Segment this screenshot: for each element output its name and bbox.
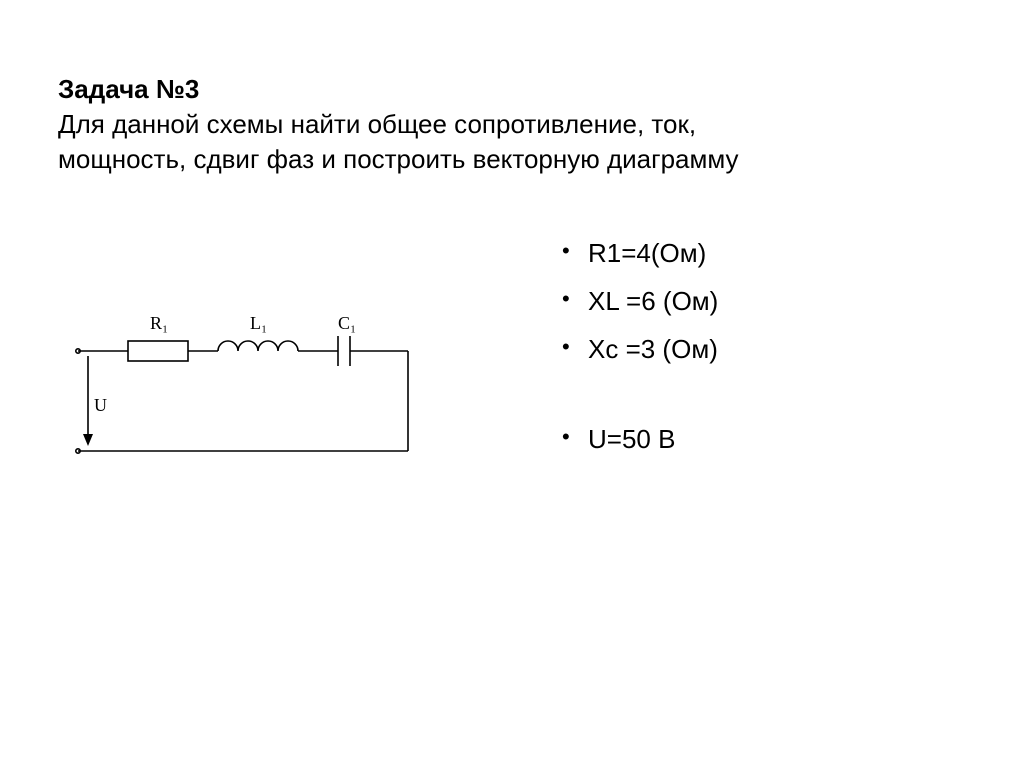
problem-body-line1: Для данной схемы найти общее сопротивлен… — [58, 109, 696, 139]
circuit-svg: R₁ L₁ C₁ — [58, 301, 438, 491]
problem-body-line2: мощность, сдвиг фаз и построить векторну… — [58, 144, 739, 174]
param-r1: R1=4(Ом) — [588, 238, 706, 268]
given-data: R1=4(Ом) XL =6 (Ом) Xc =3 (Ом) U=50 В — [488, 237, 966, 491]
inductor-l1-icon — [218, 341, 298, 351]
voltage-arrow-head-icon — [83, 434, 93, 446]
content-row: R₁ L₁ C₁ — [58, 237, 966, 491]
param-xl: XL =6 (Ом) — [588, 286, 718, 316]
param-u: U=50 В — [588, 424, 675, 454]
list-item: R1=4(Ом) — [558, 237, 966, 271]
label-c1: C₁ — [338, 313, 356, 333]
label-r1: R₁ — [150, 313, 168, 333]
circuit-group: R₁ L₁ C₁ — [76, 313, 408, 453]
problem-statement: Задача №3 Для данной схемы найти общее с… — [58, 72, 878, 177]
circuit-diagram: R₁ L₁ C₁ — [58, 237, 488, 491]
label-u: U — [94, 395, 107, 415]
list-item: Xc =3 (Ом) — [558, 333, 966, 367]
list-item: U=50 В — [558, 423, 966, 457]
list-item: XL =6 (Ом) — [558, 285, 966, 319]
resistor-r1-icon — [128, 341, 188, 361]
page: Задача №3 Для данной схемы найти общее с… — [0, 0, 1024, 767]
label-l1: L₁ — [250, 313, 267, 333]
param-xc: Xc =3 (Ом) — [588, 334, 718, 364]
given-data-list: R1=4(Ом) XL =6 (Ом) Xc =3 (Ом) U=50 В — [558, 237, 966, 456]
problem-heading: Задача №3 — [58, 74, 199, 104]
